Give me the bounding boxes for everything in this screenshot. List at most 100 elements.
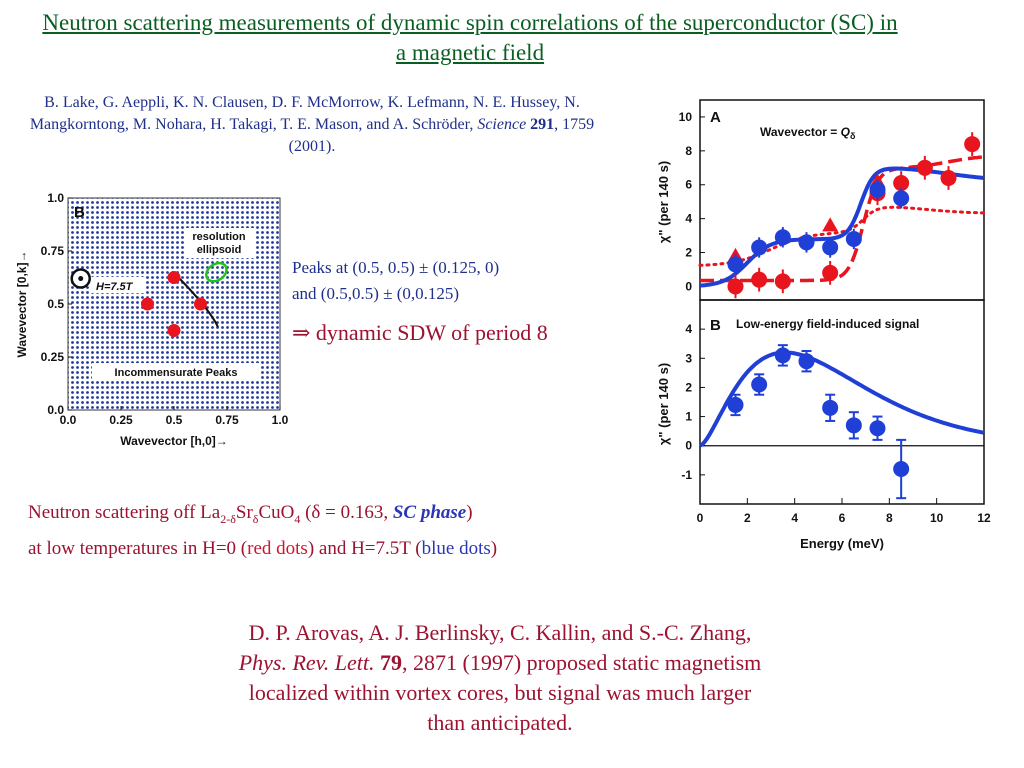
arovas-line-4: than anticipated. — [427, 710, 573, 735]
panel-b-blue-curve — [698, 350, 985, 448]
panel-b-ytick-label: -1 — [681, 468, 692, 482]
panel-a-blue-point — [774, 229, 791, 246]
arovas-volume: 79 — [380, 650, 403, 675]
panel-a-red-point — [774, 273, 791, 290]
panel-a-blue-point — [893, 190, 910, 207]
panel-b-ytick-label: 2 — [685, 380, 692, 394]
reference-authors: B. Lake, G. Aeppli, K. N. Clausen, D. F.… — [29, 94, 580, 133]
incommensurate-peak — [167, 324, 181, 337]
panel-a-red-point — [940, 169, 957, 186]
sample-cuo: CuO — [258, 502, 295, 523]
map-xtick-label: 1.0 — [272, 413, 289, 427]
panel-a-blue-point — [727, 256, 744, 273]
panel-a-blue-curve — [699, 166, 985, 288]
panel-b-ylabel: χ" (per 140 s) — [656, 363, 671, 445]
panel-a-ytick-label: 10 — [679, 110, 693, 124]
energy-scan-figure: A Wavevector = Qδ B Low-energy field-ind… — [656, 99, 991, 551]
panel-b-ytick-label: 3 — [685, 351, 692, 365]
panel-a-blue-point — [869, 181, 886, 198]
panel-a-ytick-label: 2 — [685, 246, 692, 260]
energy-xtick-label: 6 — [839, 511, 846, 525]
reference-pages: , 1759 (2001). — [288, 116, 595, 155]
energy-xtick-label: 8 — [886, 511, 893, 525]
panel-b-blue-point — [727, 396, 744, 413]
sample-line2-prefix: at low temperatures in H=0 ( — [28, 537, 248, 559]
map-ylabel: Wavevector [0,k]→ — [15, 251, 29, 358]
sample-description: Neutron scattering off La2-δSrδCuO4 (δ =… — [28, 498, 678, 564]
panel-a-blue-point — [798, 234, 815, 251]
panel-b-ytick-label: 1 — [685, 410, 692, 424]
sample-sub-2: δ — [252, 511, 259, 526]
sample-line2-end: ) — [490, 537, 498, 559]
map-xtick-label: 0.5 — [166, 413, 183, 427]
panel-a-ytick-label: 6 — [685, 178, 692, 192]
panel-a-ytick-label: 8 — [685, 144, 692, 158]
arovas-line-2: Phys. Rev. Lett. 79, 2871 (1997) propose… — [140, 648, 860, 678]
slide-title: Neutron scattering measurements of dynam… — [42, 10, 898, 65]
sample-line2-mid: ) and H=7.5T ( — [307, 537, 422, 559]
energy-xlabel: Energy (meV) — [800, 536, 884, 551]
panel-a-red-point — [822, 264, 839, 281]
ellipsoid-label-2: ellipsoid — [197, 244, 242, 256]
panel-a-blue-point — [845, 230, 862, 247]
map-ytick-label: 0.0 — [47, 403, 64, 417]
vortex-marker-dot — [78, 276, 84, 282]
incommensurate-peaks-label: Incommensurate Peaks — [115, 367, 238, 379]
arovas-rest: , 2871 (1997) proposed static magnetism — [402, 650, 762, 675]
reciprocal-space-map: B 0.0 0.25 0.5 0.75 1.0 0.0 0.25 0.5 0.75 1.0 Wav… — [15, 191, 289, 448]
panel-a-red-dotted-curve — [698, 205, 986, 267]
panel-a-ytick-label: 0 — [685, 279, 692, 293]
panel-b-blue-point — [822, 399, 839, 416]
panel-b-title: Low-energy field-induced signal — [736, 317, 919, 331]
panel-b-label: B — [710, 317, 721, 334]
red-dots-label: red dots — [247, 537, 308, 559]
peaks-line-2: and (0.5,0.5) ± (0,0.125) — [292, 284, 460, 303]
arovas-citation: D. P. Arovas, A. J. Berlinsky, C. Kallin… — [140, 618, 860, 738]
arovas-line-1: D. P. Arovas, A. J. Berlinsky, C. Kallin… — [248, 620, 752, 645]
panel-a-title: Wavevector = Qδ — [760, 125, 856, 141]
arovas-line-3: localized within vortex cores, but signa… — [248, 680, 752, 705]
incommensurate-peak — [141, 297, 154, 311]
panel-a-red-point — [751, 271, 768, 288]
panel-b-ytick-label: 4 — [685, 322, 692, 336]
map-ytick-label: 0.25 — [41, 350, 65, 364]
panel-b-blue-point — [869, 420, 886, 437]
energy-xtick-label: 2 — [744, 511, 751, 525]
map-ytick-label: 1.0 — [47, 191, 64, 205]
energy-xtick-label: 10 — [930, 511, 944, 525]
panel-b-ytick-label: 0 — [685, 439, 692, 453]
sc-phase-label: SC phase — [392, 502, 467, 523]
panel-b-blue-point — [798, 353, 815, 370]
map-ytick-label: 0.75 — [41, 244, 65, 258]
reference-citation: B. Lake, G. Aeppli, K. N. Clausen, D. F.… — [22, 92, 602, 158]
sample-sr: Sr — [235, 502, 253, 523]
incommensurate-peak — [167, 271, 181, 284]
reference-volume: 291 — [530, 116, 555, 133]
panel-a-label: A — [710, 109, 721, 126]
map-xtick-label: 0.0 — [60, 413, 77, 427]
panel-a-ylabel: χ" (per 140 s) — [656, 161, 671, 243]
map-ytick-label: 0.5 — [47, 297, 64, 311]
sample-close: ) — [466, 502, 473, 523]
panel-a-red-dashed-curve — [700, 155, 985, 283]
map-xtick-label: 0.25 — [109, 413, 133, 427]
energy-xtick-label: 12 — [977, 511, 991, 525]
panel-b-blue-point — [845, 417, 862, 434]
sample-sub-1: 2-δ — [220, 511, 236, 526]
sample-line-2: at low temperatures in H=0 (red dots) an… — [28, 534, 678, 564]
ellipsoid-label-1: resolution — [192, 231, 245, 243]
panel-a-red-point — [893, 175, 910, 192]
energy-xtick-label: 4 — [791, 511, 798, 525]
incommensurate-peak — [194, 297, 207, 311]
blue-dots-label: blue dots — [421, 537, 491, 559]
arovas-journal: Phys. Rev. Lett. — [238, 650, 375, 675]
panel-a-blue-point — [751, 239, 768, 256]
field-label: H=7.5T — [96, 281, 134, 293]
panel-b-blue-point — [893, 461, 910, 478]
map-xlabel: Wavevector [h,0]→ — [120, 434, 228, 448]
sample-sub-3: 4 — [294, 511, 301, 526]
energy-xtick-label: 0 — [697, 511, 704, 525]
panel-a-red-point — [964, 136, 981, 153]
map-xtick-label: 0.75 — [215, 413, 239, 427]
resolution-ellipsoid — [205, 261, 228, 283]
